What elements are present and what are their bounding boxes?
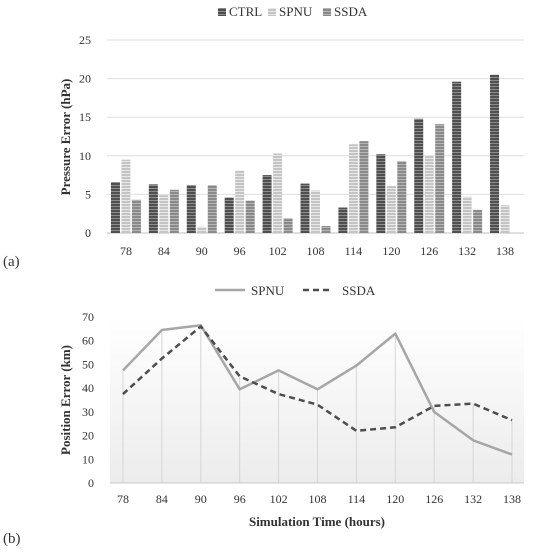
bar-ctrl xyxy=(490,74,500,234)
bar-ctrl xyxy=(148,184,158,233)
line-y-tick-label: 0 xyxy=(88,476,94,490)
line-x-tick-label: 126 xyxy=(425,492,443,506)
legend-swatch-spnu xyxy=(268,8,276,16)
bar-x-tick-label: 120 xyxy=(382,244,400,258)
bar-ssda xyxy=(169,189,179,233)
bar-x-tick-label: 102 xyxy=(269,244,287,258)
bar-y-tick-label: 5 xyxy=(85,187,91,201)
bar-x-tick-label: 96 xyxy=(234,244,246,258)
bar-ctrl xyxy=(338,207,348,233)
bar-x-tick-label: 114 xyxy=(345,244,363,258)
bar-ctrl xyxy=(262,175,272,233)
bar-y-tick-label: 25 xyxy=(79,33,91,47)
line-ssda xyxy=(122,325,513,433)
line-y-tick-labels: 0 10 20 30 40 50 60 70 xyxy=(82,310,94,490)
bar-x-tick-label: 132 xyxy=(458,244,476,258)
bar-x-tick-label: 78 xyxy=(120,244,132,258)
line-y-tick-label: 50 xyxy=(82,357,94,371)
legend-label-ctrl: CTRL xyxy=(229,4,262,19)
line-legend: SPNU SSDA xyxy=(215,283,376,298)
bar-spnu xyxy=(348,144,358,233)
bar-spnu xyxy=(273,153,283,233)
bar-y-tick-label: 20 xyxy=(79,72,91,86)
legend-label-ssda: SSDA xyxy=(334,4,368,19)
pressure-error-bar-chart: CTRL SPNU SSDA Pressure Error (hPa) 0 5 10 15… xyxy=(58,4,524,258)
bar-ssda xyxy=(397,161,407,233)
line-y-tick-label: 70 xyxy=(82,310,94,324)
bar-y-tick-label: 15 xyxy=(79,110,91,124)
bar-x-tick-labels: 78 84 90 96 102 108 114 120 126 132 138 xyxy=(120,244,514,258)
line-x-tick-labels: 78 84 90 96 102 108 114 120 126 132 138 xyxy=(117,492,521,506)
bar-x-tick-label: 90 xyxy=(196,244,208,258)
bar-spnu xyxy=(424,155,434,233)
line-x-tick-label: 132 xyxy=(464,492,482,506)
panel-label-b: (b) xyxy=(3,531,21,547)
panel-label-a: (a) xyxy=(3,254,20,270)
bar-spnu xyxy=(386,185,396,233)
line-x-tick-label: 78 xyxy=(117,492,129,506)
legend-label-spnu: SPNU xyxy=(279,4,313,19)
bar-spnu xyxy=(159,195,169,233)
bar-ssda xyxy=(245,200,255,233)
line-spnu xyxy=(122,324,513,456)
line-y-axis-label: Position Error (km) xyxy=(58,345,73,455)
bar-ctrl xyxy=(376,154,386,233)
bar-spnu xyxy=(235,170,245,233)
line-x-tick-label: 84 xyxy=(156,492,168,506)
bar-y-tick-label: 0 xyxy=(85,226,91,240)
line-y-tick-label: 20 xyxy=(82,429,94,443)
line-y-tick-label: 10 xyxy=(82,452,94,466)
bar-spnu xyxy=(500,205,510,233)
bar-spnu xyxy=(197,226,207,233)
bar-ssda xyxy=(321,226,331,233)
line-y-tick-label: 60 xyxy=(82,334,94,348)
bar-x-tick-label: 138 xyxy=(496,244,514,258)
bar-spnu xyxy=(462,196,472,233)
bar-legend: CTRL SPNU SSDA xyxy=(218,4,368,19)
legend-swatch-ctrl xyxy=(218,8,226,16)
line-x-tick-label: 102 xyxy=(270,492,288,506)
bar-marks xyxy=(110,74,510,234)
line-gridlines xyxy=(110,325,524,484)
line-x-tick-label: 138 xyxy=(503,492,521,506)
bar-ssda xyxy=(207,185,217,233)
line-y-tick-label: 30 xyxy=(82,405,94,419)
bar-y-axis-label: Pressure Error (hPa) xyxy=(58,79,73,196)
bar-y-tick-label: 10 xyxy=(79,149,91,163)
bar-ssda xyxy=(473,209,483,233)
line-x-tick-label: 108 xyxy=(309,492,327,506)
bar-x-tick-label: 126 xyxy=(420,244,438,258)
line-series xyxy=(122,324,513,456)
bar-ctrl xyxy=(186,185,196,233)
position-error-line-chart: SPNU SSDA Position Error (km) Simulation … xyxy=(58,283,524,529)
line-x-tick-label: 96 xyxy=(234,492,246,506)
line-x-tick-label: 114 xyxy=(348,492,366,506)
bar-spnu xyxy=(121,159,131,233)
bar-ctrl xyxy=(452,81,462,233)
line-x-tick-label: 90 xyxy=(195,492,207,506)
bar-ssda xyxy=(359,141,369,233)
line-x-tick-label: 120 xyxy=(386,492,404,506)
bar-ctrl xyxy=(110,182,120,233)
bar-ctrl xyxy=(224,197,234,233)
legend-label-spnu: SPNU xyxy=(251,283,285,298)
legend-swatch-ssda xyxy=(323,8,331,16)
bar-ctrl xyxy=(414,118,424,233)
bar-ssda xyxy=(131,199,141,233)
line-y-tick-label: 40 xyxy=(82,381,94,395)
bar-ssda xyxy=(283,218,293,233)
line-x-axis-label: Simulation Time (hours) xyxy=(249,514,385,529)
legend-label-ssda: SSDA xyxy=(342,283,376,298)
bar-ctrl xyxy=(300,183,310,233)
bar-x-tick-label: 84 xyxy=(158,244,170,258)
bar-ssda xyxy=(435,124,445,233)
bar-x-tick-label: 108 xyxy=(307,244,325,258)
bar-spnu xyxy=(311,190,320,233)
bar-y-tick-labels: 0 5 10 15 20 25 xyxy=(79,33,91,240)
